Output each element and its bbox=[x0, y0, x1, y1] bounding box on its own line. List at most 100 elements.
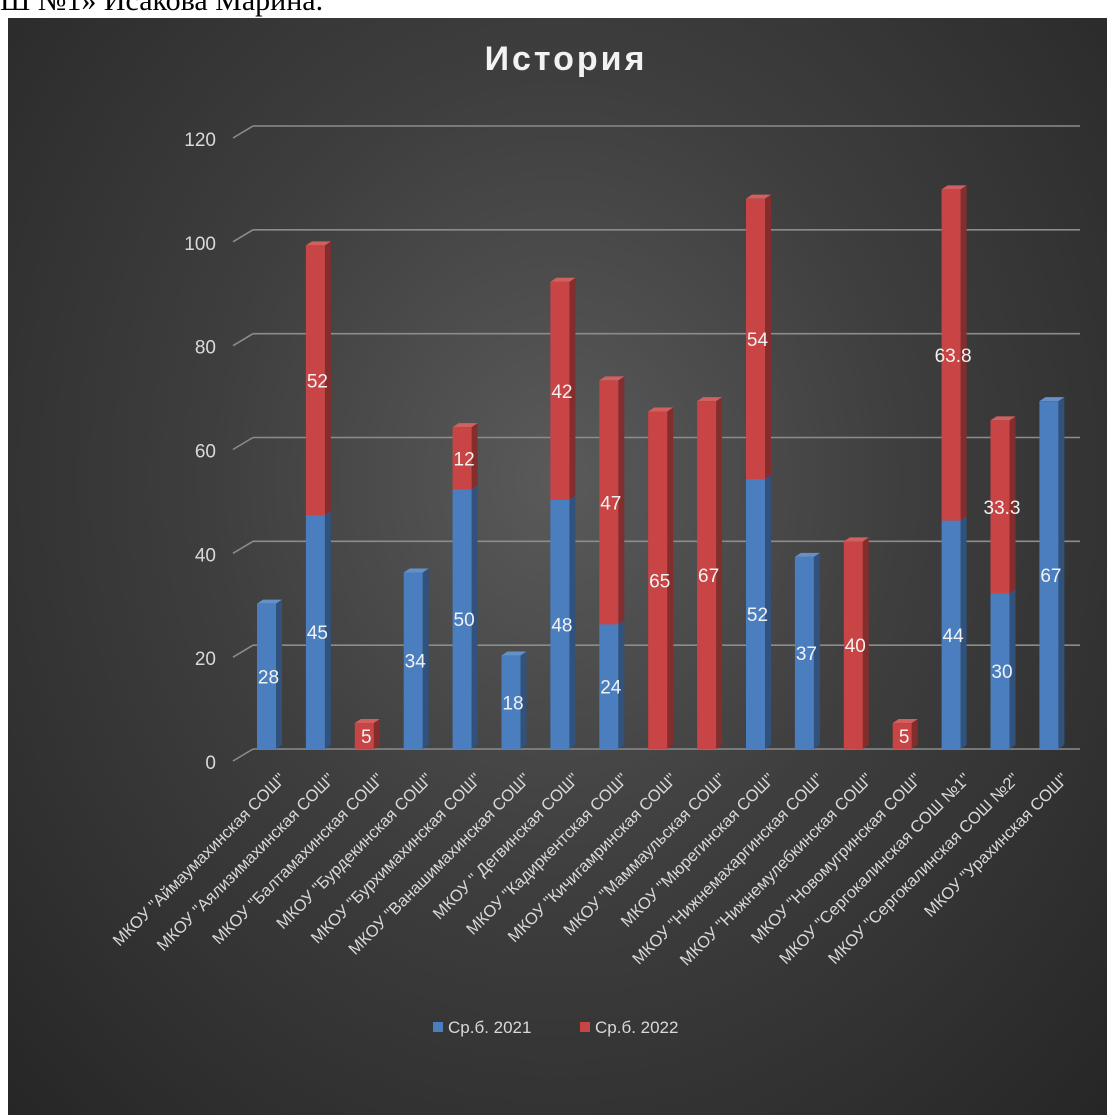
bar-top bbox=[892, 719, 918, 724]
y-tick-label: 120 bbox=[184, 130, 216, 151]
legend-swatch bbox=[580, 1022, 590, 1032]
chart-title: История bbox=[485, 40, 648, 78]
bar-side bbox=[569, 495, 576, 749]
bar-top bbox=[501, 651, 527, 656]
bar-top bbox=[354, 719, 380, 724]
x-tick-label: МКОУ "Аялизимахинская СОШ" bbox=[154, 770, 339, 955]
data-label: 40 bbox=[845, 636, 866, 657]
bar-side bbox=[471, 423, 478, 490]
data-label: 18 bbox=[502, 693, 523, 714]
y-tick-label: 0 bbox=[205, 753, 216, 774]
bar-side bbox=[813, 552, 820, 749]
document-text-fragment: Ш №1» Исакова Марина. bbox=[0, 0, 324, 17]
bar-segment bbox=[452, 489, 472, 749]
bar-segment bbox=[990, 593, 1010, 749]
bar-side bbox=[324, 241, 331, 516]
y-tick-label: 60 bbox=[195, 442, 216, 463]
y-axis: 0 20 40 60 80 100 120 bbox=[184, 130, 216, 774]
bar-top bbox=[794, 552, 820, 557]
data-label: 5 bbox=[361, 727, 372, 748]
gridline-depth bbox=[232, 125, 254, 139]
bar-segment bbox=[305, 515, 325, 749]
bar-segment bbox=[843, 541, 863, 749]
data-label: 47 bbox=[600, 493, 621, 514]
y-tick-label: 80 bbox=[195, 338, 216, 359]
bars: 28 45 52 5 34 50 12 18 48 42 24 47 65 67 52 54 37 40 5 44 63… bbox=[257, 185, 1065, 749]
bar-side bbox=[324, 511, 331, 749]
bar-segment bbox=[501, 655, 521, 749]
bar-side bbox=[765, 475, 771, 749]
bar-segment bbox=[697, 401, 717, 749]
bar-side bbox=[1009, 589, 1016, 749]
bar-segment bbox=[892, 723, 912, 749]
y-tick-label: 20 bbox=[195, 649, 216, 670]
x-tick-label: МКОУ "Ванашимахинская СОШ" bbox=[345, 770, 534, 959]
data-label: 54 bbox=[747, 330, 769, 351]
bar-top bbox=[403, 568, 429, 573]
y-tick-label: 100 bbox=[184, 234, 216, 255]
bar-side bbox=[618, 376, 625, 625]
bar-segment bbox=[599, 624, 619, 749]
legend: Ср.б. 2021 Ср.б. 2022 bbox=[433, 1018, 678, 1037]
bar-top bbox=[990, 416, 1016, 421]
data-label: 5 bbox=[899, 727, 910, 748]
bar-top bbox=[452, 423, 478, 428]
bar-segment bbox=[599, 380, 619, 625]
legend-swatch bbox=[433, 1022, 443, 1032]
bar-segment bbox=[746, 479, 765, 749]
data-label: 28 bbox=[258, 667, 279, 688]
bar-segment bbox=[257, 603, 276, 749]
data-label: 48 bbox=[551, 615, 572, 636]
bar-top bbox=[305, 241, 331, 246]
bar-side bbox=[960, 516, 967, 749]
bar-side bbox=[911, 719, 918, 749]
bar-side bbox=[276, 599, 282, 749]
data-label: 34 bbox=[405, 652, 427, 673]
gridline-depth bbox=[232, 748, 254, 762]
bar-side bbox=[471, 485, 478, 749]
bar-segment bbox=[990, 420, 1010, 594]
bar-top bbox=[648, 407, 674, 412]
data-label: 50 bbox=[454, 610, 475, 631]
bar-segment bbox=[941, 189, 961, 521]
bar-side bbox=[960, 185, 967, 521]
bar-segment bbox=[648, 411, 668, 749]
bar-segment bbox=[746, 198, 765, 480]
gridline-depth bbox=[232, 436, 254, 451]
bar-chart: История 0 20 40 60 80 100 120 28 45 52 5 34 50 12 18 4… bbox=[110, 40, 1080, 1037]
x-tick-label: МКОУ "Аймаумахинская СОШ" bbox=[110, 770, 290, 950]
gridline-depth bbox=[232, 229, 254, 243]
bar-top bbox=[746, 194, 771, 199]
bar-side bbox=[1009, 416, 1016, 594]
bar-top bbox=[550, 277, 576, 282]
bar-segment bbox=[1039, 401, 1059, 749]
bar-side bbox=[1058, 397, 1065, 749]
data-label: 42 bbox=[551, 382, 572, 403]
data-label: 33.3 bbox=[984, 498, 1021, 519]
y-tick-label: 40 bbox=[195, 545, 216, 566]
bar-segment bbox=[941, 520, 961, 749]
chart-area: История 0 20 40 60 80 100 120 28 45 52 5 34 50 12 18 4… bbox=[8, 18, 1107, 1115]
bar-segment bbox=[452, 427, 472, 490]
data-label: 63.8 bbox=[935, 346, 972, 367]
bar-side bbox=[716, 397, 723, 749]
bar-side bbox=[422, 568, 429, 749]
data-label: 44 bbox=[943, 626, 965, 647]
bar-top bbox=[1039, 397, 1065, 402]
bar-side bbox=[618, 620, 625, 749]
data-label: 45 bbox=[307, 623, 328, 644]
bar-segment bbox=[794, 556, 814, 749]
gridline-depth bbox=[232, 540, 254, 555]
bar-side bbox=[862, 537, 869, 749]
bar-segment bbox=[550, 499, 570, 749]
legend-label: Ср.б. 2022 bbox=[595, 1018, 678, 1037]
data-label: 12 bbox=[454, 449, 475, 470]
bar-segment bbox=[550, 281, 570, 500]
bar-side bbox=[520, 651, 527, 749]
gridline-depth bbox=[232, 332, 254, 347]
bar-top bbox=[599, 376, 625, 381]
data-label: 52 bbox=[307, 371, 328, 392]
data-label: 67 bbox=[1040, 566, 1061, 587]
bar-top bbox=[843, 537, 869, 542]
data-label: 37 bbox=[796, 644, 817, 665]
